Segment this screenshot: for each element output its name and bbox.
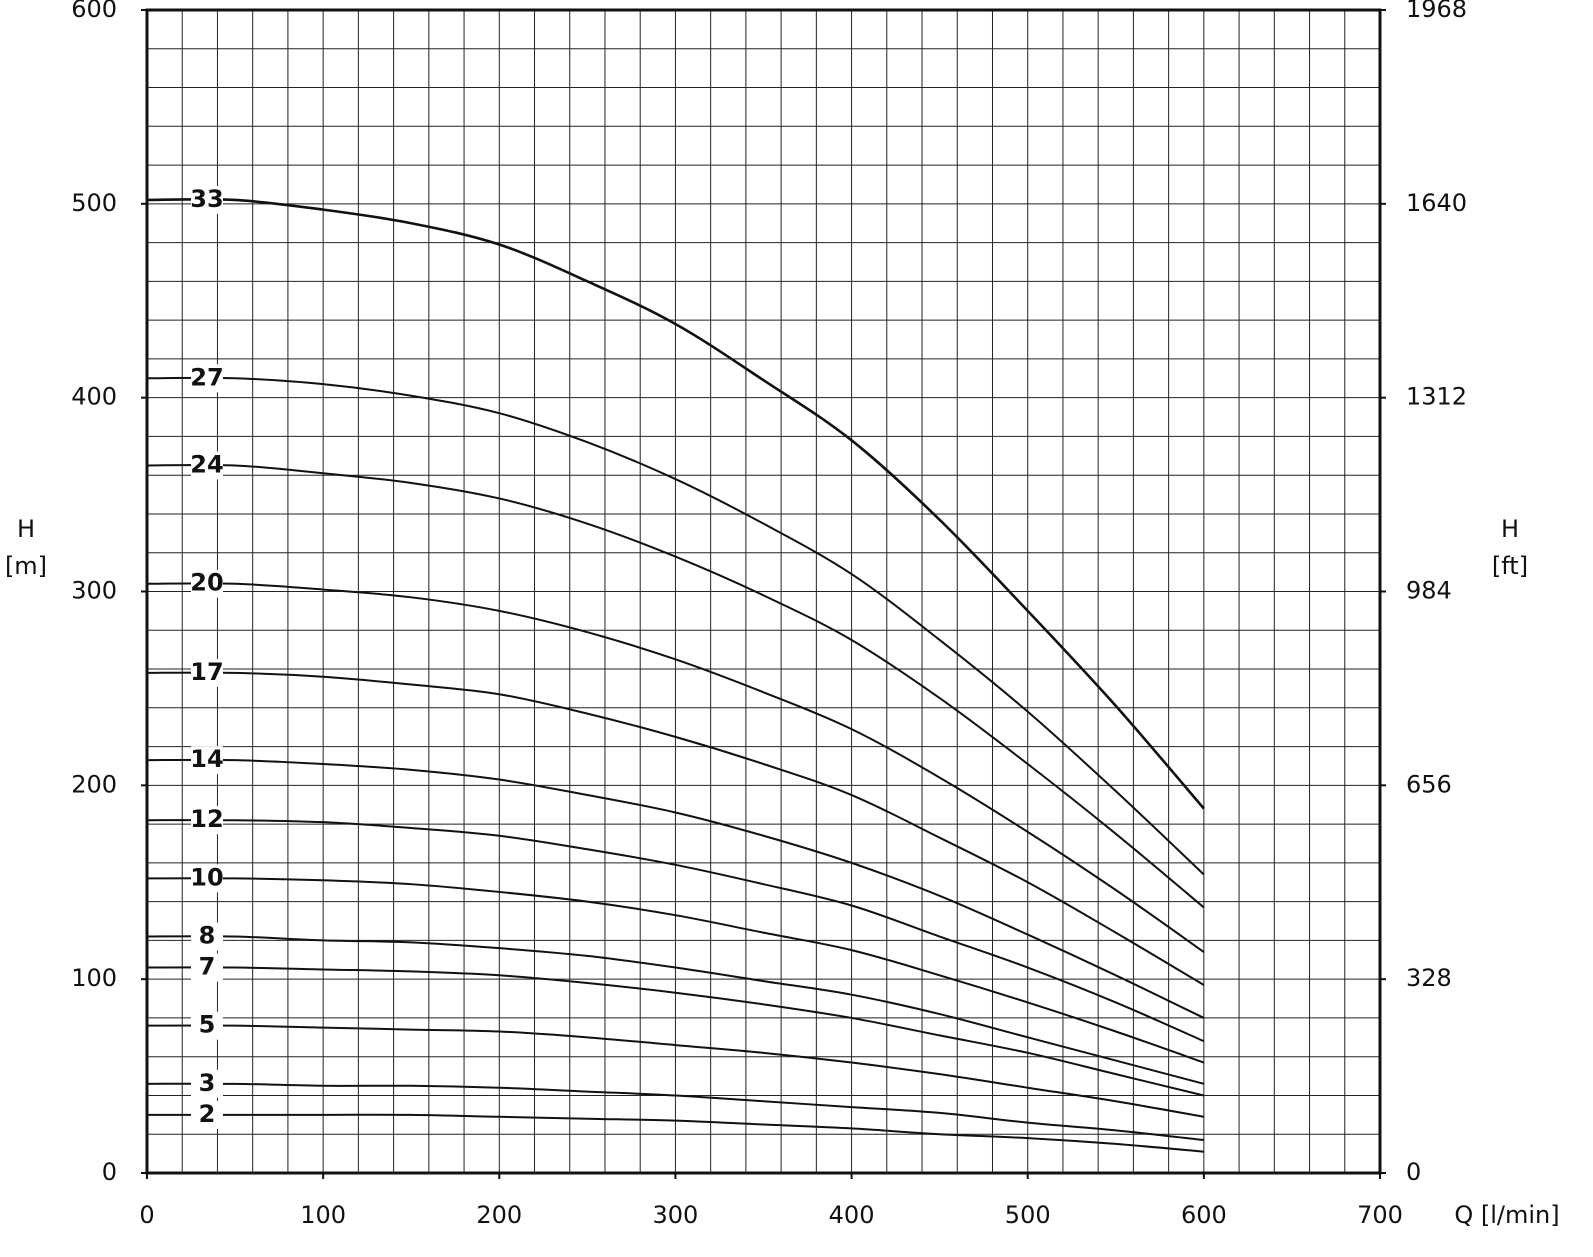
pump-curve <box>146 376 1205 876</box>
curve-label: 7 <box>199 953 216 981</box>
y-axis-label: [m] <box>5 552 47 580</box>
y2-tick-label: 984 <box>1406 577 1452 605</box>
curve-label-bg <box>191 185 223 214</box>
x-tick-label: 400 <box>829 1201 875 1229</box>
pump-curve <box>146 935 1205 1085</box>
x-tick-label: 600 <box>1181 1201 1227 1229</box>
y-axis-label: H <box>17 515 35 543</box>
y-tick-label: 400 <box>71 383 117 411</box>
curve-label: 5 <box>199 1011 216 1039</box>
y-tick-label: 0 <box>102 1158 117 1186</box>
x-tick-label: 700 <box>1357 1201 1403 1229</box>
pump-curve <box>146 758 1205 1019</box>
curve-label: 8 <box>199 922 216 950</box>
x-axis-label: Q [l/min] <box>1454 1201 1559 1229</box>
curve-label-bg <box>191 1100 223 1129</box>
y2-axis-label: [ft] <box>1492 552 1528 580</box>
y-tick-label: 600 <box>71 0 117 23</box>
pump-curve <box>146 463 1205 909</box>
curve-label-bg <box>191 569 223 598</box>
curve-label: 14 <box>190 745 223 773</box>
y2-tick-label: 1640 <box>1406 189 1467 217</box>
y-tick-label: 500 <box>71 189 117 217</box>
y2-tick-label: 328 <box>1406 964 1452 992</box>
pump-curve <box>147 1113 1204 1153</box>
plot-frame <box>145 8 1382 1175</box>
curve-label-bg <box>191 922 223 951</box>
curve-label: 17 <box>190 658 223 686</box>
pump-curve <box>146 1024 1205 1118</box>
y-tick-label: 300 <box>71 577 117 605</box>
curve-label: 10 <box>190 863 223 891</box>
pump-curve <box>146 877 1205 1064</box>
curve-label: 24 <box>190 451 223 479</box>
curve-label: 33 <box>190 185 223 213</box>
y-tick-label: 100 <box>71 964 117 992</box>
pump-curve <box>146 671 1205 986</box>
curve-label-bg <box>191 1069 223 1098</box>
curve-label: 3 <box>199 1069 216 1097</box>
y-tick-label: 200 <box>71 770 117 798</box>
pump-curve <box>146 1082 1204 1142</box>
x-tick-label: 500 <box>1005 1201 1051 1229</box>
curve-label: 20 <box>190 569 223 597</box>
y2-axis-label: H <box>1501 515 1519 543</box>
pump-curve <box>146 582 1205 953</box>
curve-label: 2 <box>199 1100 216 1128</box>
curve-label-bg <box>191 806 223 835</box>
y2-tick-label: 656 <box>1406 770 1452 798</box>
y2-tick-label: 1968 <box>1406 0 1467 23</box>
x-tick-label: 200 <box>476 1201 522 1229</box>
curve-label-bg <box>191 864 223 893</box>
pump-curve <box>146 197 1205 810</box>
x-tick-label: 300 <box>653 1201 699 1229</box>
y2-tick-label: 1312 <box>1406 383 1467 411</box>
curve-label-bg <box>191 953 223 982</box>
y2-tick-label: 0 <box>1406 1158 1421 1186</box>
x-tick-label: 100 <box>300 1201 346 1229</box>
pump-curve <box>146 966 1205 1097</box>
x-tick-label: 0 <box>139 1201 154 1229</box>
curve-label-bg <box>191 746 223 775</box>
curve-label-bg <box>191 658 223 687</box>
curve-label-bg <box>191 1011 223 1040</box>
curve-label-bg <box>191 364 223 393</box>
curve-label: 27 <box>190 363 223 391</box>
curve-label-bg <box>191 451 223 480</box>
curve-label: 12 <box>190 805 223 833</box>
pump-curve <box>146 819 1205 1043</box>
